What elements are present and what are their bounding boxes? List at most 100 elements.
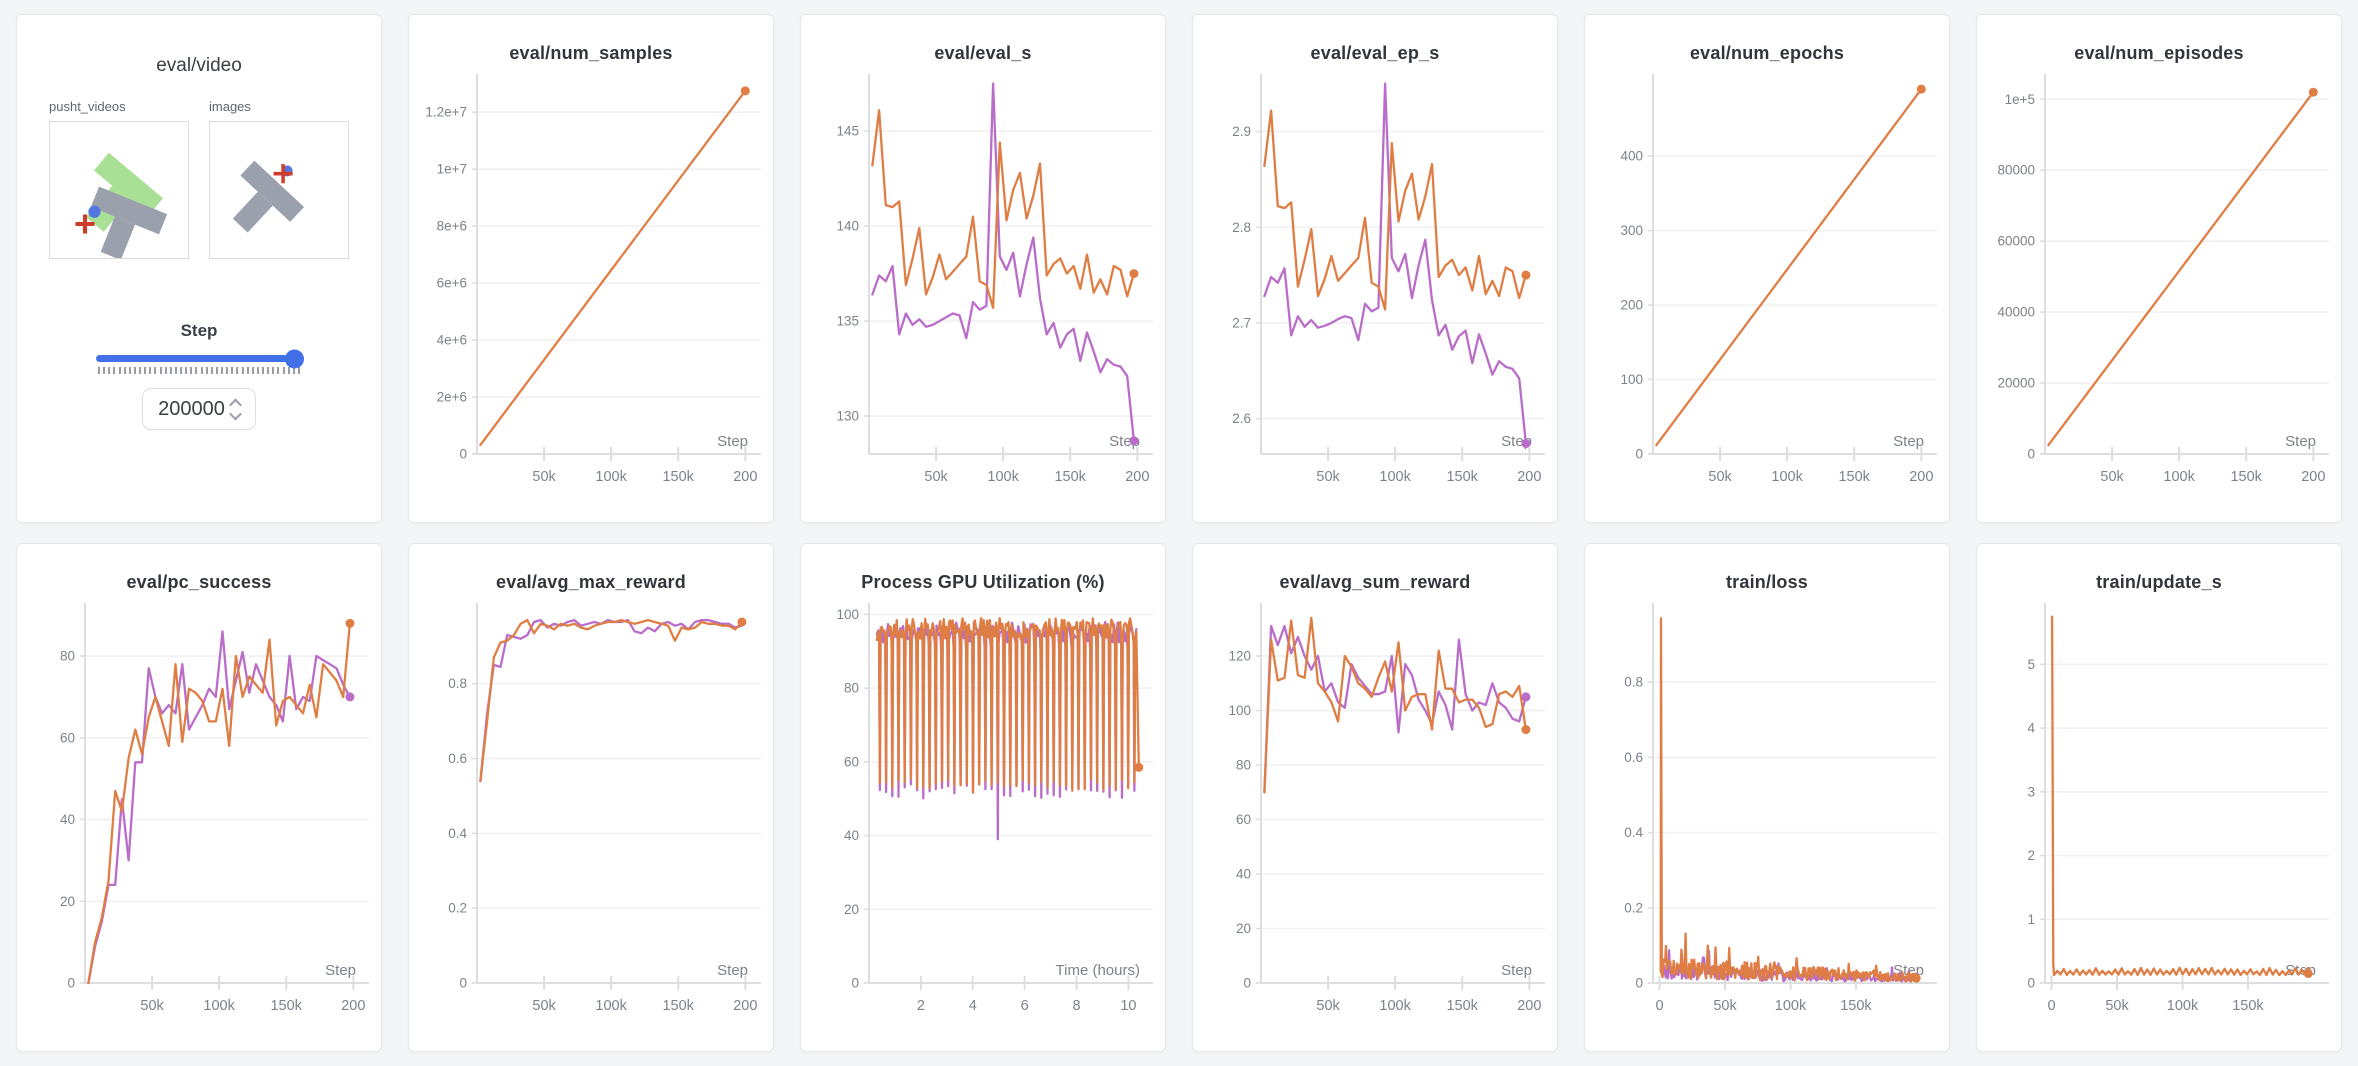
svg-text:140: 140 [836, 219, 859, 234]
svg-text:Step: Step [717, 433, 748, 450]
svg-text:200: 200 [1620, 298, 1643, 313]
svg-text:50k: 50k [140, 998, 164, 1014]
svg-text:60000: 60000 [1997, 234, 2035, 249]
svg-text:135: 135 [836, 314, 859, 329]
chart-title-eval_s: eval/eval_s [934, 43, 1032, 63]
svg-text:100k: 100k [2163, 469, 2195, 485]
media-thumbnails: pusht_videos [17, 99, 381, 259]
step-slider-track[interactable] [96, 349, 304, 368]
step-value-input[interactable]: 200000 [142, 388, 256, 430]
chart-panel-num_epochs: eval/num_epochs 50k 100k 150k 200 0 100 200 300 4… [1584, 14, 1950, 523]
svg-text:150k: 150k [2230, 469, 2262, 485]
chart-title-num_epochs: eval/num_epochs [1689, 43, 1845, 63]
svg-text:3: 3 [2027, 784, 2035, 799]
step-slider-ticks [96, 367, 302, 374]
svg-text:300: 300 [1620, 223, 1643, 238]
svg-text:200: 200 [1517, 998, 1541, 1014]
svg-text:100k: 100k [1771, 469, 1803, 485]
svg-text:2: 2 [917, 998, 925, 1014]
svg-text:6e+6: 6e+6 [437, 276, 467, 291]
panel-title: eval/video [156, 55, 242, 76]
chart-title-avg_sum_reward: eval/avg_sum_reward [1279, 572, 1471, 592]
svg-text:50k: 50k [532, 998, 556, 1014]
svg-text:100k: 100k [1379, 998, 1411, 1014]
media-item-images: images [209, 99, 349, 259]
chart-title-num_episodes: eval/num_episodes [2074, 43, 2244, 63]
svg-text:100: 100 [836, 607, 859, 622]
svg-text:100: 100 [1228, 703, 1251, 718]
svg-text:1: 1 [2027, 912, 2035, 927]
svg-text:6: 6 [1021, 998, 1029, 1014]
chart-panel-loss: train/loss 0 50k 100k 150k 0 0.2 0.4 0.6 0.8 Step [1584, 543, 1950, 1052]
svg-text:50k: 50k [2100, 469, 2124, 485]
media-label: images [209, 99, 251, 114]
svg-text:50k: 50k [1316, 998, 1340, 1014]
images-thumbnail[interactable] [209, 121, 349, 259]
chart-panel-eval_s: eval/eval_s 50k 100k 150k 200 130 135 140 145 Ste… [800, 14, 1166, 523]
svg-text:40: 40 [844, 828, 859, 843]
svg-text:Step: Step [325, 962, 356, 979]
chart-title-num_samples: eval/num_samples [509, 43, 673, 63]
svg-text:150k: 150k [1054, 469, 1086, 485]
svg-text:150k: 150k [662, 469, 694, 485]
step-slider[interactable] [96, 349, 304, 374]
svg-text:100k: 100k [2167, 998, 2199, 1014]
svg-text:145: 145 [836, 124, 859, 139]
chart-panel-num_episodes: eval/num_episodes 50k 100k 150k 200 0 20000 400… [1976, 14, 2342, 523]
svg-text:50k: 50k [1316, 469, 1340, 485]
svg-text:8e+6: 8e+6 [437, 219, 467, 234]
svg-text:50k: 50k [532, 469, 556, 485]
svg-text:200: 200 [733, 469, 757, 485]
svg-text:20: 20 [844, 902, 859, 917]
chart-avg_max_reward[interactable]: 50k 100k 150k 200 0 0.2 0.4 0.6 0.8 Step [419, 599, 763, 1029]
chart-title-avg_max_reward: eval/avg_max_reward [496, 572, 686, 592]
svg-text:0: 0 [1635, 976, 1643, 991]
svg-text:150k: 150k [662, 998, 694, 1014]
svg-text:60: 60 [60, 730, 75, 745]
svg-text:100k: 100k [1775, 998, 1807, 1014]
pusht-video-thumbnail[interactable] [49, 121, 189, 259]
svg-text:Time (hours): Time (hours) [1056, 962, 1140, 979]
svg-text:Step: Step [1893, 433, 1924, 450]
chart-num_samples[interactable]: 50k 100k 150k 200 0 2e+6 4e+6 6e+6 8e+6 1e+7 1.2e+… [419, 70, 763, 500]
svg-text:150k: 150k [1840, 998, 1872, 1014]
chart-title-update_s: train/update_s [2096, 572, 2222, 592]
svg-text:1e+7: 1e+7 [437, 162, 467, 177]
svg-text:200: 200 [1517, 469, 1541, 485]
svg-text:0.6: 0.6 [448, 751, 467, 766]
svg-text:80: 80 [844, 681, 859, 696]
svg-text:2e+6: 2e+6 [437, 390, 467, 405]
svg-text:80000: 80000 [1997, 163, 2035, 178]
stepper-spinners[interactable] [229, 398, 242, 421]
svg-text:50k: 50k [1713, 998, 1737, 1014]
chart-avg_sum_reward[interactable]: 50k 100k 150k 200 0 20 40 60 80 100 120 Step [1203, 599, 1547, 1029]
svg-text:4e+6: 4e+6 [437, 333, 467, 348]
svg-text:0.4: 0.4 [1624, 825, 1643, 840]
svg-text:60: 60 [1236, 812, 1251, 827]
svg-text:200: 200 [1125, 469, 1149, 485]
chart-pc_success[interactable]: 50k 100k 150k 200 0 20 40 60 80 Step [27, 599, 371, 1029]
svg-text:100k: 100k [595, 469, 627, 485]
svg-text:2.8: 2.8 [1232, 220, 1251, 235]
svg-text:2.9: 2.9 [1232, 124, 1251, 139]
svg-text:20: 20 [60, 894, 75, 909]
media-item-pusht-videos: pusht_videos [49, 99, 189, 259]
svg-text:Step: Step [2285, 433, 2316, 450]
step-value: 200000 [158, 397, 225, 420]
svg-text:0: 0 [459, 447, 467, 462]
chart-num_episodes[interactable]: 50k 100k 150k 200 0 20000 40000 60000 80000 1e+5 S… [1987, 70, 2331, 500]
spinner-down-icon[interactable] [229, 407, 242, 421]
svg-text:100k: 100k [987, 469, 1019, 485]
step-slider-thumb[interactable] [285, 349, 304, 368]
svg-text:Step: Step [1501, 962, 1532, 979]
svg-text:0: 0 [459, 976, 467, 991]
svg-text:4: 4 [969, 998, 977, 1014]
svg-text:0.6: 0.6 [1624, 750, 1643, 765]
chart-num_epochs[interactable]: 50k 100k 150k 200 0 100 200 300 400 Step [1595, 70, 1939, 500]
chart-panel-avg_sum_reward: eval/avg_sum_reward 50k 100k 150k 200 0 20 40 60… [1192, 543, 1558, 1052]
